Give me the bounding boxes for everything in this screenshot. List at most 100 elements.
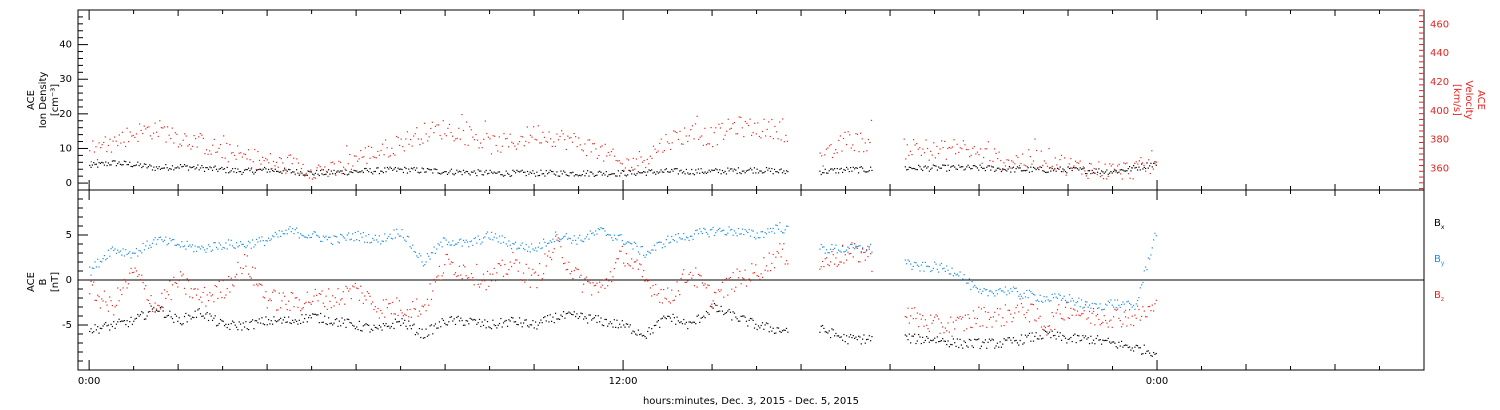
density-point bbox=[229, 171, 231, 173]
density-point bbox=[480, 170, 482, 172]
bz-point bbox=[333, 305, 335, 307]
velocity-point bbox=[160, 127, 162, 129]
density-point bbox=[1116, 172, 1119, 174]
bx-point bbox=[89, 330, 91, 333]
bx-point bbox=[145, 318, 147, 320]
velocity-point bbox=[842, 137, 845, 140]
bz-point bbox=[110, 300, 112, 302]
density-point bbox=[904, 166, 906, 168]
by-point bbox=[502, 241, 505, 243]
velocity-point bbox=[508, 146, 510, 148]
by-point bbox=[90, 274, 92, 276]
bx-point bbox=[743, 315, 745, 317]
density-point bbox=[114, 160, 116, 162]
bx-point bbox=[668, 315, 670, 318]
bz-point bbox=[1108, 320, 1111, 322]
velocity-point bbox=[652, 145, 655, 147]
bx-point bbox=[588, 314, 590, 316]
bz-point bbox=[785, 260, 788, 262]
bx-point bbox=[296, 320, 298, 322]
by-point bbox=[644, 256, 646, 258]
density-point bbox=[95, 163, 97, 165]
bx-point bbox=[385, 323, 387, 325]
bz-point bbox=[1070, 307, 1072, 309]
density-point bbox=[157, 168, 159, 170]
density-point bbox=[1098, 168, 1100, 170]
density-point bbox=[380, 170, 382, 172]
density-point bbox=[532, 170, 534, 172]
bz-point bbox=[324, 305, 326, 308]
bz-point bbox=[928, 330, 930, 332]
density-point bbox=[1027, 167, 1029, 169]
bx-point bbox=[190, 318, 192, 320]
velocity-point bbox=[445, 135, 447, 137]
velocity-point bbox=[1003, 162, 1005, 164]
density-point bbox=[733, 168, 736, 170]
bx-point bbox=[996, 342, 999, 344]
by-point bbox=[428, 255, 430, 257]
bx-point bbox=[115, 323, 118, 325]
bx-point bbox=[412, 324, 414, 326]
by-point bbox=[194, 245, 196, 247]
velocity-point bbox=[638, 150, 641, 153]
velocity-point bbox=[978, 154, 980, 156]
density-point bbox=[231, 168, 234, 170]
by-point bbox=[542, 238, 545, 240]
bz-point bbox=[675, 295, 677, 297]
bx-point bbox=[572, 314, 574, 316]
bx-point bbox=[533, 327, 535, 329]
bx-point bbox=[729, 311, 732, 313]
density-point bbox=[179, 164, 182, 166]
density-point bbox=[995, 169, 997, 171]
bz-point bbox=[781, 248, 784, 250]
bx-point bbox=[284, 316, 286, 318]
density-point bbox=[1122, 169, 1124, 171]
density-point bbox=[111, 160, 114, 162]
density-point bbox=[280, 171, 282, 173]
density-point bbox=[368, 171, 370, 173]
velocity-point bbox=[1071, 167, 1074, 169]
density-point bbox=[462, 169, 465, 171]
density-point bbox=[277, 170, 279, 172]
bz-point bbox=[436, 276, 438, 278]
bz-point bbox=[376, 311, 378, 313]
density-point bbox=[394, 166, 397, 169]
by-point bbox=[400, 235, 402, 237]
density-point bbox=[769, 170, 772, 172]
velocity-point bbox=[721, 122, 723, 125]
bz-point bbox=[235, 273, 238, 276]
bz-point bbox=[1055, 312, 1057, 314]
bx-point bbox=[820, 325, 822, 327]
bz-point bbox=[101, 298, 103, 300]
by-point bbox=[844, 250, 846, 252]
density-point bbox=[839, 168, 841, 170]
bz-point bbox=[306, 291, 308, 293]
velocity-point bbox=[207, 153, 209, 155]
density-point bbox=[215, 168, 218, 170]
density-point bbox=[1106, 169, 1108, 171]
by-point bbox=[840, 251, 842, 253]
bz-point bbox=[296, 297, 298, 299]
bz-point bbox=[643, 269, 645, 272]
bx-point bbox=[234, 324, 236, 326]
bx-point bbox=[446, 324, 449, 326]
density-point bbox=[731, 168, 733, 170]
velocity-point bbox=[615, 159, 617, 162]
bz-point bbox=[450, 261, 453, 263]
bx-point bbox=[564, 317, 566, 319]
velocity-point bbox=[191, 145, 194, 147]
density-point bbox=[118, 161, 120, 163]
density-point bbox=[727, 167, 729, 169]
by-point bbox=[908, 260, 910, 262]
by-point bbox=[320, 240, 322, 242]
velocity-point bbox=[983, 156, 985, 159]
by-point bbox=[855, 246, 857, 249]
density-point bbox=[942, 164, 944, 166]
by-point bbox=[362, 232, 364, 234]
bz-point bbox=[1146, 316, 1148, 318]
bz-point bbox=[625, 253, 627, 255]
density-point bbox=[186, 165, 188, 167]
density-point bbox=[400, 168, 402, 170]
density-point bbox=[177, 166, 179, 168]
velocity-point bbox=[959, 147, 961, 149]
